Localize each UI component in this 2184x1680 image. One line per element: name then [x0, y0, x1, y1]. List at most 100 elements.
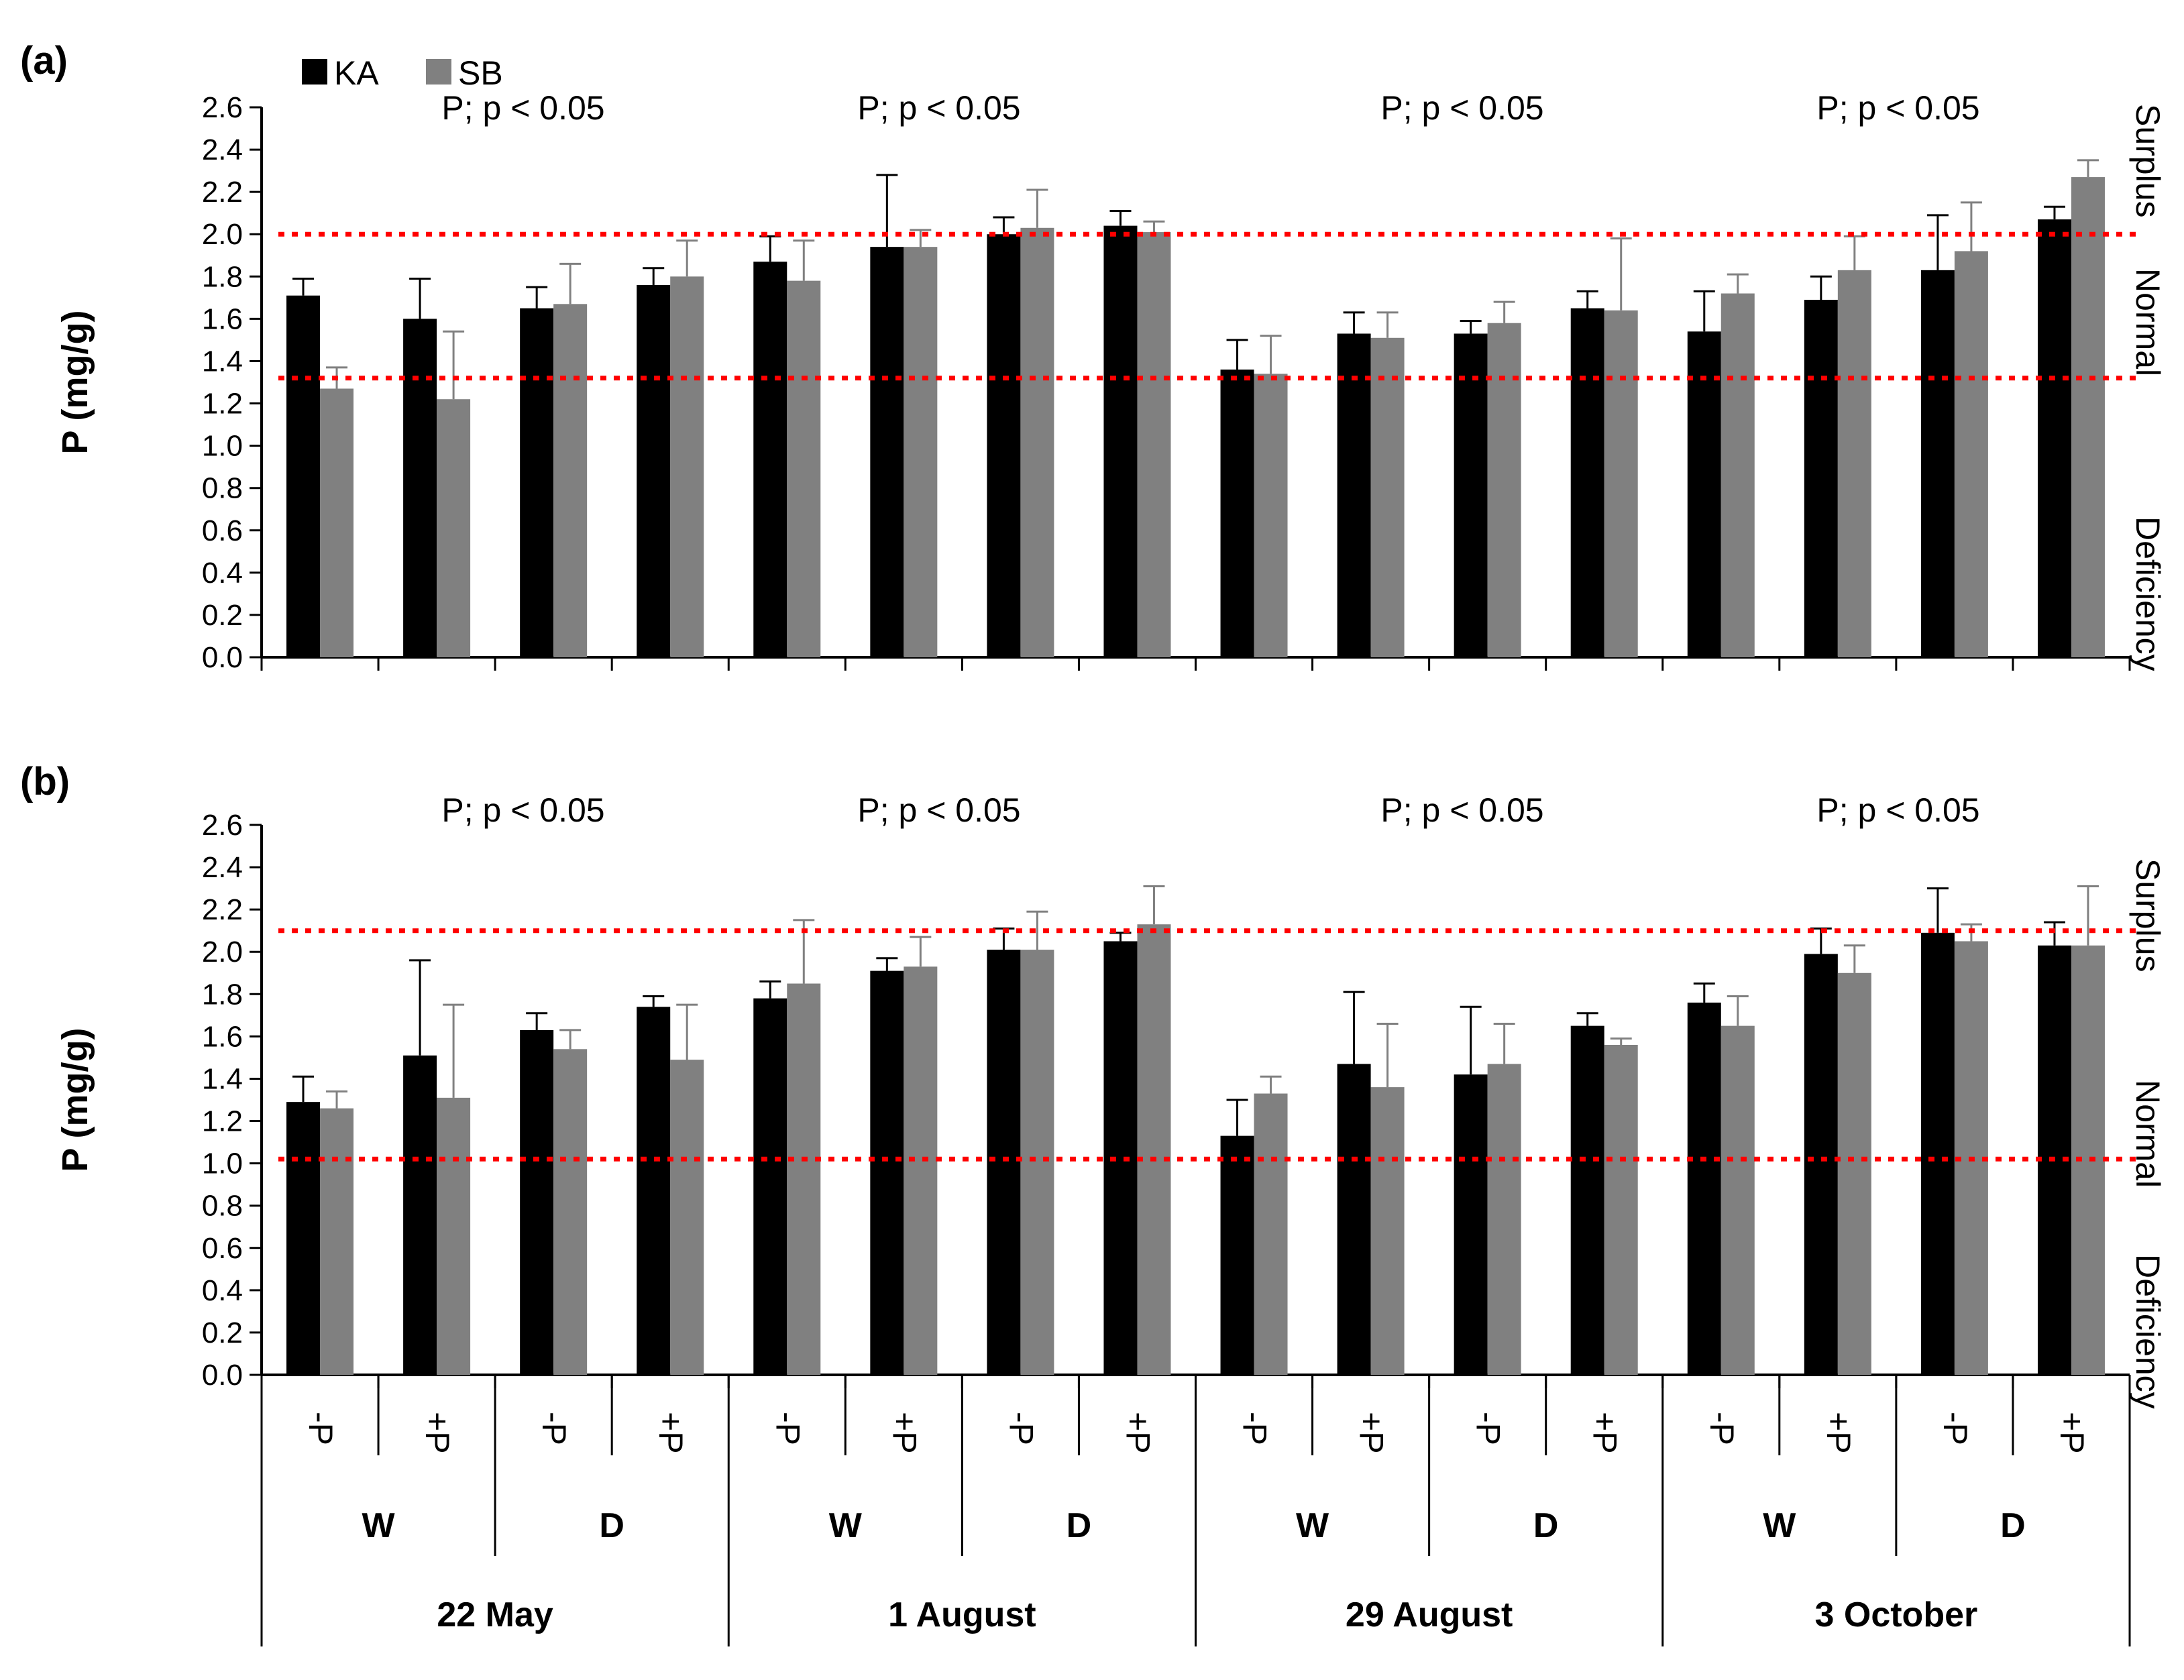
group-label: W: [1763, 1506, 1796, 1545]
bar-ka: [520, 308, 554, 658]
bar-sb: [670, 276, 704, 657]
bar-ka: [1687, 331, 1721, 657]
y-tick-label: 2.2: [202, 893, 243, 926]
legend: KA SB: [302, 54, 503, 92]
category-label: -P: [535, 1412, 573, 1445]
bar-ka: [1454, 333, 1488, 657]
y-tick-label: 0.4: [202, 557, 243, 590]
y-tick-label: 0.4: [202, 1274, 243, 1307]
zone-label: Deficiency: [2129, 1254, 2167, 1409]
bar-ka: [1220, 370, 1254, 657]
panel-b: (b) 0.0 0.2 0.4 0.6 0.8 1.0 1.2 1.4 1.6 1.8 2.0 2.2 2…: [20, 760, 2167, 1409]
y-tick-label: 1.2: [202, 1105, 243, 1138]
date-label: 29 August: [1346, 1595, 1513, 1634]
y-tick-label: 0.0: [202, 1359, 243, 1392]
y-tick-label: 1.0: [202, 1147, 243, 1180]
group-label: D: [1067, 1506, 1092, 1545]
bar-sb: [2071, 177, 2105, 658]
bar-sb: [1370, 1087, 1405, 1375]
y-tick-label: 0.6: [202, 514, 243, 547]
significance-annotation: P; p < 0.05: [441, 89, 604, 127]
y-axis-label: P (mg/g): [55, 1028, 95, 1172]
bar-ka: [403, 1055, 437, 1375]
bar-ka: [870, 970, 904, 1375]
bar-sb: [437, 1097, 471, 1375]
date-label: 3 October: [1815, 1595, 1978, 1634]
y-tick-label: 2.6: [202, 809, 243, 842]
bar-sb: [1604, 1045, 1638, 1375]
significance-annotation: P; p < 0.05: [857, 791, 1020, 829]
bar-ka: [753, 262, 787, 657]
bar-sb: [1020, 950, 1054, 1375]
bar-sb: [1020, 227, 1054, 657]
bar-sb: [1837, 270, 1871, 657]
category-label: +P: [652, 1412, 690, 1454]
y-tick-label: 0.2: [202, 1317, 243, 1349]
significance-annotation: P; p < 0.05: [857, 89, 1020, 127]
bar-ka: [870, 247, 904, 658]
y-tick-label: 0.0: [202, 641, 243, 674]
category-label: -P: [1236, 1412, 1274, 1445]
legend-swatch: [302, 59, 327, 85]
bar-ka: [286, 295, 321, 657]
category-label: +P: [1353, 1412, 1390, 1454]
bar-ka: [520, 1029, 554, 1375]
bar-ka: [1454, 1074, 1488, 1375]
y-tick-label: 1.6: [202, 1020, 243, 1053]
y-axis-label: P (mg/g): [55, 311, 95, 455]
bar-ka: [753, 998, 787, 1375]
bar-sb: [1487, 1064, 1521, 1375]
significance-annotation: P; p < 0.05: [1380, 89, 1543, 127]
y-tick-label: 1.4: [202, 345, 243, 378]
bar-ka: [987, 234, 1021, 657]
bar-sb: [904, 247, 938, 658]
bar-ka: [637, 1007, 671, 1375]
legend-label: KA: [334, 54, 379, 92]
category-label: +P: [1119, 1412, 1156, 1454]
bar-ka: [286, 1102, 321, 1375]
y-tick-label: 0.6: [202, 1232, 243, 1265]
bar-ka: [1220, 1135, 1254, 1375]
y-tick-label: 1.2: [202, 388, 243, 421]
bar-ka: [1570, 308, 1604, 658]
category-label: +P: [885, 1412, 923, 1454]
category-label: -P: [769, 1412, 806, 1445]
zone-label: Deficiency: [2129, 516, 2167, 671]
category-label: -P: [1470, 1412, 1507, 1445]
bar-sb: [553, 304, 588, 657]
group-label: D: [1533, 1506, 1559, 1545]
y-tick-label: 1.4: [202, 1062, 243, 1095]
y-tick-label: 0.8: [202, 472, 243, 505]
panel-a: (a) 0.0 0.2 0.4 0.6 0.8 1.0 1.2 1.4 1.6 1.8 2.0 2.2 2…: [20, 39, 2167, 674]
y-tick-label: 1.8: [202, 978, 243, 1011]
zone-label: Surplus: [2129, 858, 2167, 972]
category-label: -P: [1936, 1412, 1974, 1445]
bar-sb: [1604, 310, 1638, 657]
y-tick-label: 1.0: [202, 430, 243, 463]
category-label: -P: [1703, 1412, 1741, 1445]
bar-ka: [2037, 219, 2071, 658]
significance-annotation: P; p < 0.05: [1816, 791, 1979, 829]
bar-ka: [1920, 270, 1955, 657]
panel-label: (a): [20, 39, 68, 82]
bar-ka: [1804, 954, 1838, 1375]
category-label: +P: [1586, 1412, 1624, 1454]
bar-sb: [1721, 1025, 1755, 1375]
zone-label: Surplus: [2129, 104, 2167, 218]
panel-label: (b): [20, 760, 70, 803]
bar-ka: [1687, 1002, 1721, 1375]
bar-ka: [987, 950, 1021, 1375]
legend-swatch: [426, 59, 451, 85]
bar-ka: [1337, 1064, 1371, 1375]
bar-sb: [1487, 323, 1521, 657]
bar-sb: [1254, 1093, 1288, 1375]
bar-sb: [1137, 232, 1171, 658]
x-axis-categories: -P +P -P +P -P +P -P +P -P +P -P +P -P +P -P +P W D W D W D W D…: [260, 1375, 2131, 1646]
bar-sb: [1137, 924, 1171, 1375]
y-tick-label: 0.8: [202, 1190, 243, 1223]
significance-annotation: P; p < 0.05: [1380, 791, 1543, 829]
significance-annotation: P; p < 0.05: [441, 791, 604, 829]
bar-sb: [320, 1108, 354, 1375]
y-tick-label: 2.2: [202, 176, 243, 209]
